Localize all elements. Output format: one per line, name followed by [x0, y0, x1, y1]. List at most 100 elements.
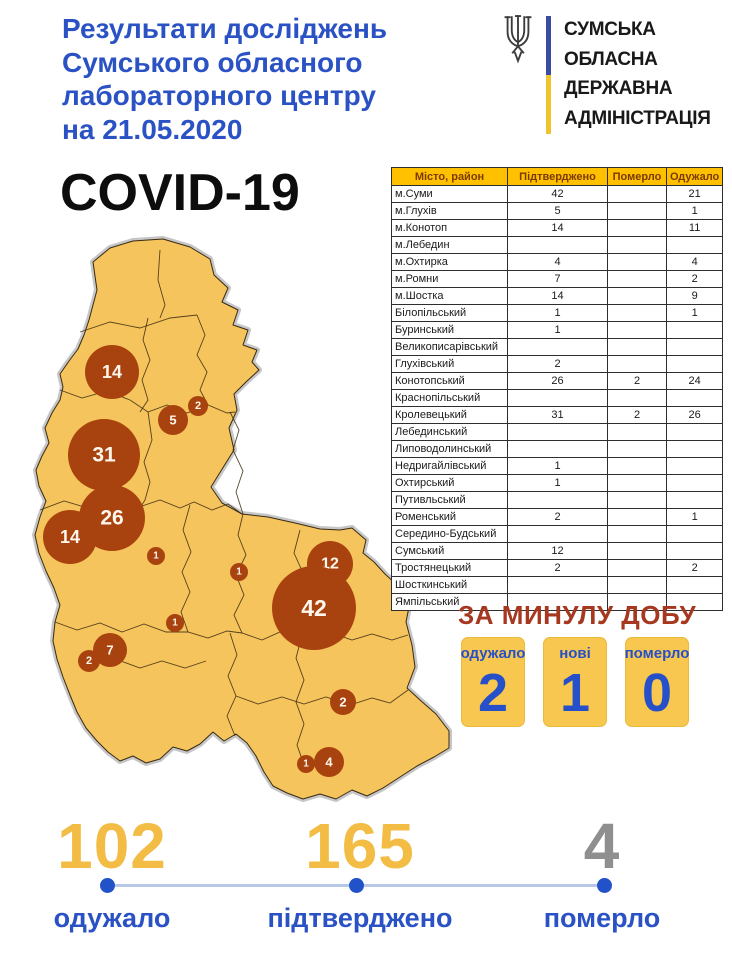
card-label: одужало	[460, 645, 526, 662]
table-cell: 1	[507, 321, 608, 339]
table-cell	[665, 236, 724, 254]
table-cell: 2	[507, 355, 608, 373]
covid-table: Місто, район Підтверджено Померло Одужало м…	[391, 167, 724, 611]
report-date: 21.05.2020	[102, 113, 243, 145]
table-cell: Роменський	[391, 508, 508, 526]
table-cell: 2	[607, 372, 667, 390]
case-bubble	[85, 345, 139, 399]
table-cell	[607, 389, 667, 407]
table-cell	[665, 542, 724, 560]
table-cell	[607, 219, 667, 237]
total-recovered: 102 одужало	[17, 814, 207, 934]
table-cell: м.Лебедин	[391, 236, 508, 254]
table-row: м.Охтирка 4 4	[391, 253, 724, 271]
table-cell	[665, 338, 724, 356]
table-cell	[665, 321, 724, 339]
table-cell: Середино-Будський	[391, 525, 508, 543]
table-row: Охтирський 1	[391, 474, 724, 492]
case-bubble-value: 1	[153, 551, 159, 562]
table-cell: Буринський	[391, 321, 508, 339]
table-cell: Великописарівський	[391, 338, 508, 356]
last-day-card-new: нові 1	[543, 637, 607, 727]
total-value: 102	[57, 810, 167, 882]
table-row: Краснопільський	[391, 389, 724, 407]
card-value: 1	[559, 663, 591, 723]
table-cell	[607, 236, 667, 254]
case-bubble	[314, 747, 344, 777]
table-cell	[665, 474, 724, 492]
table-cell: 2	[507, 559, 608, 577]
table-cell: Глухівський	[391, 355, 508, 373]
table-cell	[507, 491, 608, 509]
table-cell	[607, 508, 667, 526]
last-day-cards: одужало 2 нові 1 померло 0	[461, 637, 689, 727]
table-cell: 14	[507, 287, 608, 305]
case-bubble-value: 7	[106, 643, 113, 658]
table-cell: Охтирський	[391, 474, 508, 492]
date-prefix: на	[62, 113, 103, 145]
page-title-line-2: Сумського обласного	[62, 46, 363, 78]
table-cell	[607, 440, 667, 458]
table-cell	[607, 474, 667, 492]
case-bubble-value: 4	[325, 755, 333, 770]
table-row: Шосткинський	[391, 576, 724, 594]
table-row: Путивльський	[391, 491, 724, 509]
table-cell	[607, 491, 667, 509]
table-cell: 42	[507, 185, 608, 203]
table-row: Буринський 1	[391, 321, 724, 339]
report-date-line: на 21.05.2020	[62, 113, 387, 147]
flag-blue-half	[546, 16, 551, 75]
total-label: померло	[543, 903, 661, 933]
card-value: 0	[641, 663, 673, 723]
table-cell: м.Ромни	[391, 270, 508, 288]
table-row: м.Глухів 5 1	[391, 202, 724, 220]
page-title-line-3: лабораторного центру	[62, 80, 376, 111]
table-row: Великописарівський	[391, 338, 724, 356]
table-cell: 21	[665, 185, 724, 203]
table-cell	[665, 423, 724, 441]
table-row: Роменський 2 1	[391, 508, 724, 526]
case-bubble-value: 2	[339, 695, 346, 710]
table-row: Лебединський	[391, 423, 724, 441]
table-cell: м.Суми	[391, 185, 508, 203]
case-bubble	[158, 405, 188, 435]
case-bubble-value: 2	[195, 400, 201, 412]
table-row: Середино-Будський	[391, 525, 724, 543]
last-day-card-died: померло 0	[625, 637, 689, 727]
case-bubble-value: 2	[86, 655, 92, 667]
table-cell: 1	[665, 304, 724, 322]
table-header-cell: Померло	[607, 167, 667, 186]
table-cell: Краснопільський	[391, 389, 508, 407]
case-bubble-value: 1	[303, 759, 309, 770]
table-cell: 9	[665, 287, 724, 305]
flag-bar	[546, 16, 551, 134]
case-bubble-value: 5	[169, 413, 176, 428]
table-cell	[507, 236, 608, 254]
table-row: м.Шостка 14 9	[391, 287, 724, 305]
case-bubble-value: 1	[236, 567, 242, 578]
case-bubble	[230, 563, 248, 581]
table-cell	[507, 525, 608, 543]
case-bubble	[330, 689, 356, 715]
table-cell: м.Шостка	[391, 287, 508, 305]
total-died: 4 померло	[507, 814, 697, 934]
table-cell	[665, 389, 724, 407]
table-cell: Недригайлівський	[391, 457, 508, 475]
table-cell	[607, 338, 667, 356]
table-cell	[607, 253, 667, 271]
timeline-dot-died	[597, 878, 612, 893]
table-row: Недригайлівський 1	[391, 457, 724, 475]
table-cell	[607, 559, 667, 577]
table-cell	[607, 287, 667, 305]
table-cell: 24	[665, 372, 724, 390]
table-cell	[607, 593, 667, 611]
total-value: 165	[305, 810, 415, 882]
case-bubble	[93, 633, 127, 667]
table-cell	[607, 185, 667, 203]
table-row: Ямпільський	[391, 593, 724, 611]
card-label: нові	[559, 645, 591, 662]
total-confirmed: 165 підтверджено	[265, 814, 455, 934]
table-cell: 31	[507, 406, 608, 424]
table-cell	[607, 457, 667, 475]
